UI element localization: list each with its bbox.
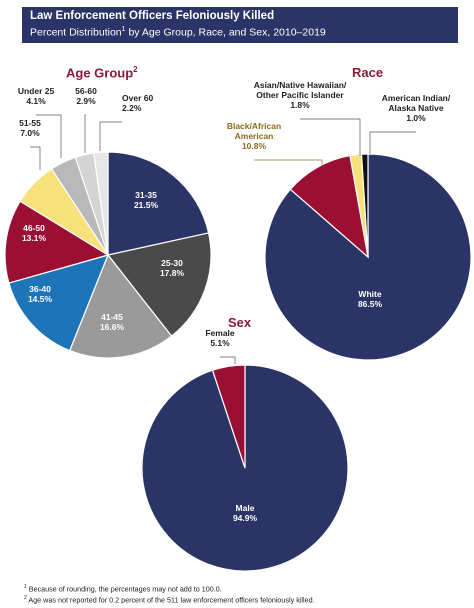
sex-label-male: Male 94.9%: [233, 503, 258, 523]
age-group-label-under-25: Under 25 4.1%: [18, 86, 55, 106]
age-group-label-56-60: 56-60 2.9%: [75, 86, 97, 106]
race-leader-asian-native-hawaiian-other-pacific-islander: [300, 118, 361, 156]
sex-pie: Male 94.9% Female 5.1%: [141, 328, 349, 572]
age-group-label-over-60: Over 60 2.2%: [122, 93, 153, 113]
race-slice-black-african-american: [289, 154, 369, 259]
race-label-white: White 86.5%: [358, 289, 383, 309]
race-leader-black-african-american: [254, 159, 323, 166]
age-group-slice-41-45: [68, 253, 173, 359]
race-label-asian-native-hawaiian-other-pacific-islander: Asian/Native Hawaiian/Other Pacific Isla…: [254, 80, 347, 110]
age-group-slice-25-30: [106, 232, 212, 337]
age-group-label-51-55: 51-55 7.0%: [19, 118, 41, 138]
age-group-slice-31-35: [107, 151, 210, 256]
race-chart-title: Race: [352, 65, 384, 80]
age-group-slice-over-60: [93, 151, 109, 256]
age-group-leader-56-60: [84, 114, 86, 153]
age-group-label-41-45: 41-45 16.6%: [100, 312, 125, 332]
age-group-slice-46-50: [4, 200, 110, 284]
sex-slice-female: [211, 364, 246, 469]
age-group-leader-under-25: [36, 114, 62, 158]
sex-leader-female: [220, 356, 236, 364]
age-group-label-25-30: 25-30 17.8%: [160, 258, 185, 278]
sex-label-female: Female 5.1%: [205, 328, 235, 348]
footnote-1: 1 Because of rounding, the percentages m…: [24, 584, 222, 594]
subtitle: Percent Distribution1 by Age Group, Race…: [30, 26, 326, 39]
age-group-label-46-50: 46-50 13.1%: [22, 223, 47, 243]
age-chart-title: Age Group2: [66, 65, 138, 81]
age-group-leader-51-55: [30, 146, 41, 170]
race-pie: White 86.5% Black/African American 10.8% Asia…: [227, 80, 472, 361]
sex-chart-title: Sex: [228, 315, 252, 330]
race-leader-american-indian-alaska-native: [369, 131, 416, 154]
race-label-american-indian-alaska-native: American Indian/Alaska Native 1.0%: [382, 93, 451, 123]
race-label-black-african-american: Black/African American 10.8%: [227, 121, 281, 151]
main-title: Law Enforcement Officers Feloniously Kil…: [30, 10, 275, 22]
footnote-2: 2 Age was not reported for 0.2 percent o…: [24, 595, 315, 605]
age-group-label-36-40: 36-40 14.5%: [28, 284, 53, 304]
age-group-label-31-35: 31-35 21.5%: [134, 190, 159, 210]
age-group-slice-36-40: [8, 254, 110, 352]
age-group-leader-over-60: [99, 121, 122, 151]
chart-header: Law Enforcement Officers Feloniously Kil…: [22, 7, 458, 43]
age-group-pie: 31-35 21.5% 25-30 17.8% 41-45 16.6% 36-40 14.5%…: [4, 86, 212, 359]
race-slice-american-indian-alaska-native: [360, 153, 369, 258]
